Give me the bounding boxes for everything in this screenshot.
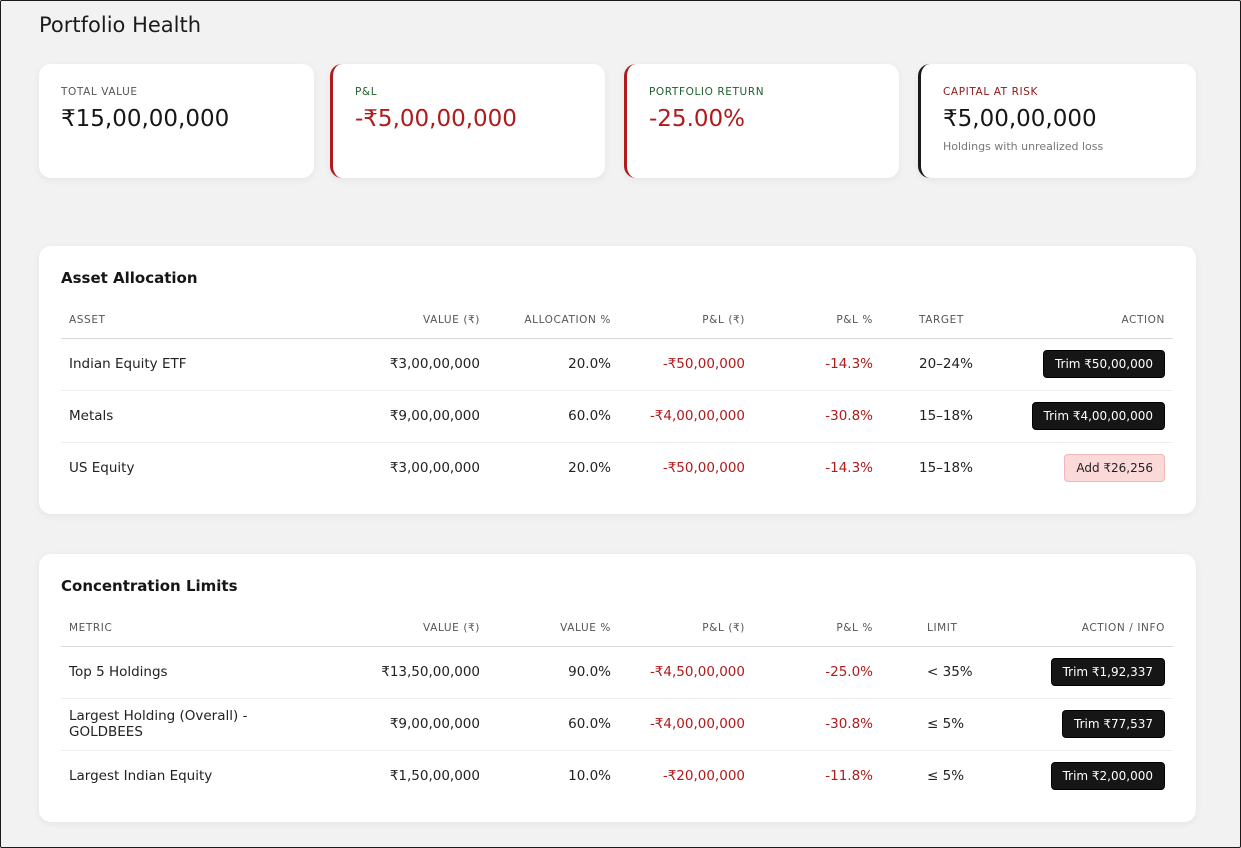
- action-cell: Trim ₹77,537: [981, 698, 1173, 751]
- metric-value: ₹13,50,00,000: [291, 646, 488, 699]
- metric-limit: ≤ 5%: [881, 698, 981, 751]
- trim-button[interactable]: Trim ₹77,537: [1062, 710, 1165, 738]
- trim-button[interactable]: Trim ₹2,00,000: [1050, 762, 1165, 791]
- metric-limit: < 35%: [881, 646, 981, 699]
- card-value: ₹5,00,00,000: [943, 106, 1097, 132]
- card-subtext: Holdings with unrealized loss: [943, 140, 1104, 153]
- page-title: Portfolio Health: [39, 13, 202, 37]
- asset-target: 20–24%: [881, 338, 981, 391]
- col-header-action-info: ACTION / INFO: [981, 610, 1173, 647]
- col-header-pnl-pct: P&L %: [753, 302, 881, 339]
- asset-pnl-pct: -30.8%: [753, 390, 881, 443]
- metric-pnl: -₹20,00,000: [662, 768, 745, 785]
- metric-name: Largest Holding (Overall) - GOLDBEES: [61, 698, 291, 751]
- col-header-value: VALUE (₹): [291, 302, 488, 339]
- asset-target: 15–18%: [881, 390, 981, 443]
- col-header-pnl: P&L (₹): [619, 302, 753, 339]
- asset-allocation-panel: Asset Allocation ASSET VALUE (₹) ALLOCAT…: [39, 246, 1196, 514]
- col-header-asset: ASSET: [61, 302, 291, 339]
- col-header-pnl-pct: P&L %: [753, 610, 881, 647]
- table-row: Metals ₹9,00,00,000 60.0% -₹4,00,00,000 …: [61, 390, 1173, 443]
- card-value: -25.00%: [649, 106, 745, 132]
- concentration-limits-panel: Concentration Limits METRIC VALUE (₹) VA…: [39, 554, 1196, 822]
- col-header-allocation: ALLOCATION %: [488, 302, 619, 339]
- col-header-target: TARGET: [881, 302, 981, 339]
- action-cell: Trim ₹1,92,337: [981, 646, 1173, 699]
- asset-pnl-pct: -14.3%: [753, 338, 881, 391]
- asset-pnl: -₹4,00,00,000: [619, 390, 753, 443]
- table-row: US Equity ₹3,00,00,000 20.0% -₹50,00,000…: [61, 442, 1173, 494]
- col-header-metric: METRIC: [61, 610, 291, 647]
- asset-pnl: -₹50,00,000: [662, 460, 745, 477]
- action-cell: Trim ₹2,00,000: [981, 750, 1173, 802]
- metric-pnl-pct: -25.0%: [753, 646, 881, 699]
- card-total-value: TOTAL VALUE ₹15,00,00,000: [39, 64, 314, 178]
- col-header-pnl: P&L (₹): [619, 610, 753, 647]
- table-row: Indian Equity ETF ₹3,00,00,000 20.0% -₹5…: [61, 338, 1173, 391]
- card-portfolio-return: PORTFOLIO RETURN -25.00%: [624, 64, 899, 178]
- asset-value: ₹3,00,00,000: [291, 338, 488, 391]
- asset-name: US Equity: [69, 460, 135, 477]
- col-header-limit: LIMIT: [881, 610, 981, 647]
- panel-title: Asset Allocation: [61, 269, 198, 287]
- card-label: TOTAL VALUE: [61, 86, 138, 98]
- panel-title: Concentration Limits: [61, 577, 238, 595]
- card-label: CAPITAL AT RISK: [943, 86, 1038, 98]
- metric-value: ₹9,00,00,000: [291, 698, 488, 751]
- col-header-action: ACTION: [981, 302, 1173, 339]
- metric-pnl-pct: -30.8%: [753, 698, 881, 751]
- asset-allocation-pct: 60.0%: [488, 390, 619, 443]
- add-button[interactable]: Add ₹26,256: [1064, 454, 1165, 483]
- metric-pnl: -₹4,00,00,000: [619, 698, 753, 751]
- asset-allocation-pct: 20.0%: [488, 338, 619, 391]
- action-cell: Add ₹26,256: [981, 442, 1173, 494]
- action-cell: Trim ₹4,00,00,000: [981, 390, 1173, 443]
- metric-value-pct: 90.0%: [488, 646, 619, 699]
- metric-value: ₹1,50,00,000: [389, 768, 480, 785]
- metric-pnl: -₹4,50,00,000: [619, 646, 753, 699]
- asset-target: 15–18%: [919, 460, 973, 477]
- action-cell: Trim ₹50,00,000: [981, 338, 1173, 391]
- asset-value: ₹3,00,00,000: [389, 460, 480, 477]
- card-value: ₹15,00,00,000: [61, 106, 230, 132]
- metric-limit: ≤ 5%: [927, 768, 965, 785]
- table-header-row: ASSET VALUE (₹) ALLOCATION % P&L (₹) P&L…: [61, 302, 1173, 339]
- table-row: Largest Holding (Overall) - GOLDBEES ₹9,…: [61, 698, 1173, 751]
- metric-name: Top 5 Holdings: [61, 646, 291, 699]
- table-header-row: METRIC VALUE (₹) VALUE % P&L (₹) P&L % L…: [61, 610, 1173, 647]
- asset-allocation-pct: 20.0%: [568, 460, 611, 477]
- metric-value-pct: 10.0%: [568, 768, 611, 785]
- summary-cards: TOTAL VALUE ₹15,00,00,000 P&L -₹5,00,00,…: [39, 64, 1196, 178]
- asset-pnl-pct: -14.3%: [825, 460, 873, 477]
- asset-value: ₹9,00,00,000: [291, 390, 488, 443]
- col-header-value-pct: VALUE %: [488, 610, 619, 647]
- metric-pnl-pct: -11.8%: [825, 768, 873, 785]
- concentration-limits-table: METRIC VALUE (₹) VALUE % P&L (₹) P&L % L…: [61, 610, 1173, 802]
- table-row: Largest Indian Equity ₹1,50,00,000 10.0%…: [61, 750, 1173, 802]
- card-capital-at-risk: CAPITAL AT RISK ₹5,00,00,000 Holdings wi…: [918, 64, 1196, 178]
- metric-name: Largest Indian Equity: [69, 768, 213, 785]
- card-value: -₹5,00,00,000: [355, 106, 517, 132]
- col-header-value: VALUE (₹): [291, 610, 488, 647]
- card-label: P&L: [355, 86, 378, 98]
- card-label: PORTFOLIO RETURN: [649, 86, 765, 98]
- metric-value-pct: 60.0%: [488, 698, 619, 751]
- trim-button[interactable]: Trim ₹50,00,000: [1042, 350, 1165, 378]
- asset-allocation-table: ASSET VALUE (₹) ALLOCATION % P&L (₹) P&L…: [61, 302, 1173, 494]
- trim-button[interactable]: Trim ₹4,00,00,000: [1031, 402, 1165, 430]
- asset-name: Indian Equity ETF: [61, 338, 291, 391]
- table-row: Top 5 Holdings ₹13,50,00,000 90.0% -₹4,5…: [61, 646, 1173, 699]
- asset-pnl: -₹50,00,000: [619, 338, 753, 391]
- trim-button[interactable]: Trim ₹1,92,337: [1050, 658, 1165, 686]
- card-pnl: P&L -₹5,00,00,000: [330, 64, 605, 178]
- asset-name: Metals: [61, 390, 291, 443]
